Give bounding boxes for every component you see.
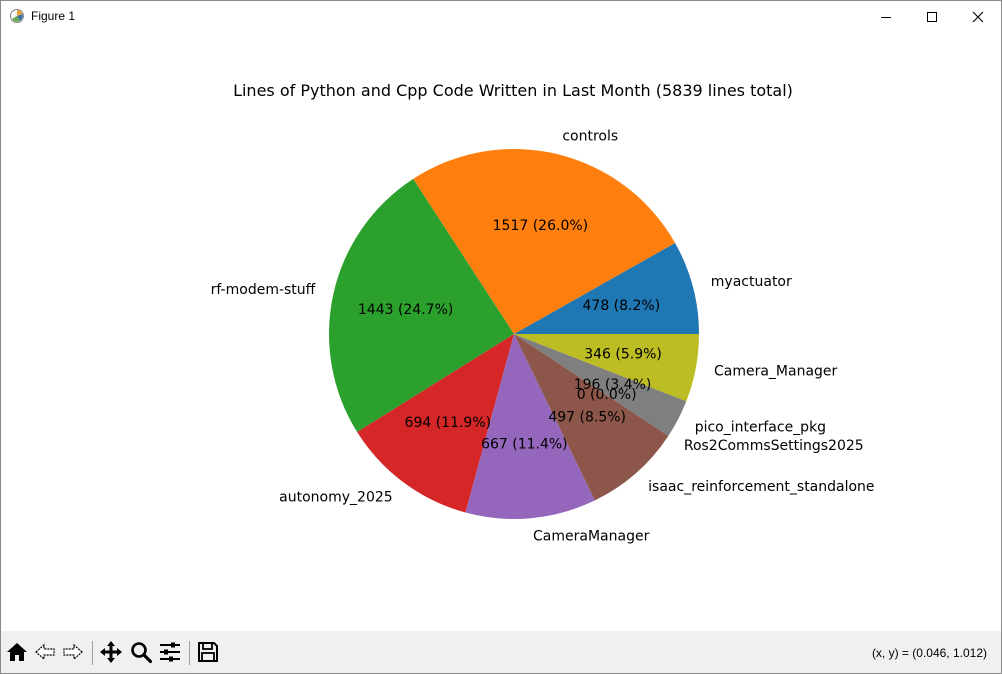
pie-slice-pico_interface_pkg (514, 334, 687, 436)
slice-label: rf-modem-stuff (211, 282, 316, 298)
minimize-button[interactable] (863, 1, 909, 32)
chart-title: Lines of Python and Cpp Code Written in … (233, 81, 793, 100)
zoom-button[interactable] (128, 639, 154, 665)
back-icon (35, 643, 55, 661)
slice-percent-label: 497 (8.5%) (548, 409, 626, 425)
forward-button[interactable] (60, 639, 86, 665)
pie-slice-isaac_reinforcement_standalone (514, 334, 669, 501)
slice-percent-label: 1517 (26.0%) (493, 218, 588, 234)
cursor-coordinates: (x, y) = (0.046, 1.012) (871, 646, 987, 660)
minimize-icon (881, 16, 891, 18)
slice-label: isaac_reinforcement_standalone (648, 479, 874, 495)
back-button[interactable] (32, 639, 58, 665)
slice-percent-label: 346 (5.9%) (584, 347, 662, 363)
maximize-icon (927, 11, 937, 22)
window-title: Figure 1 (31, 9, 76, 23)
close-button[interactable] (955, 1, 1001, 32)
save-button[interactable] (195, 639, 221, 665)
slice-percent-label: 1443 (24.7%) (358, 302, 453, 318)
pie-chart: Lines of Python and Cpp Code Written in … (211, 81, 875, 545)
slice-percent-label: 667 (11.4%) (481, 437, 568, 453)
forward-icon (63, 643, 83, 661)
pan-button[interactable] (98, 639, 124, 665)
slice-percent-label: 0 (0.0%) (577, 387, 637, 403)
slice-label: autonomy_2025 (279, 489, 393, 505)
maximize-button[interactable] (909, 1, 955, 32)
pie-slice-autonomy_2025 (357, 334, 514, 513)
figure-canvas[interactable]: Lines of Python and Cpp Code Written in … (1, 32, 1001, 631)
toolbar-separator (92, 641, 93, 665)
slice-percent-label: 694 (11.9%) (405, 415, 492, 431)
title-bar[interactable]: Figure 1 (1, 1, 1001, 32)
slice-percent-label: 478 (8.2%) (583, 298, 661, 314)
toolbar-separator (189, 641, 190, 665)
slice-label: CameraManager (533, 529, 650, 545)
configure-subplots-button[interactable] (157, 639, 183, 665)
pie-slice-myactuator (514, 242, 699, 334)
pie-slice-CameraManager (465, 334, 595, 519)
configure-subplots-icon (160, 642, 180, 662)
matplotlib-app-icon (10, 9, 24, 23)
slice-label: Ros2CommsSettings2025 (684, 438, 864, 454)
slice-percent-label: 196 (3.4%) (574, 377, 652, 393)
slice-label: pico_interface_pkg (695, 420, 826, 436)
slice-label: Camera_Manager (714, 364, 838, 380)
home-button[interactable] (4, 639, 30, 665)
zoom-icon (131, 642, 153, 664)
save-icon (198, 642, 218, 662)
pie-slice-Camera_Manager (514, 334, 699, 402)
close-icon (972, 11, 984, 22)
slice-label: controls (562, 128, 618, 144)
navigation-toolbar: (x, y) = (0.046, 1.012) (1, 631, 1001, 673)
pan-icon (100, 641, 122, 663)
slice-label: myactuator (711, 274, 792, 290)
pie-slice-controls (413, 148, 676, 334)
home-icon (7, 643, 27, 661)
pie-slice-rf-modem-stuff (329, 178, 514, 433)
